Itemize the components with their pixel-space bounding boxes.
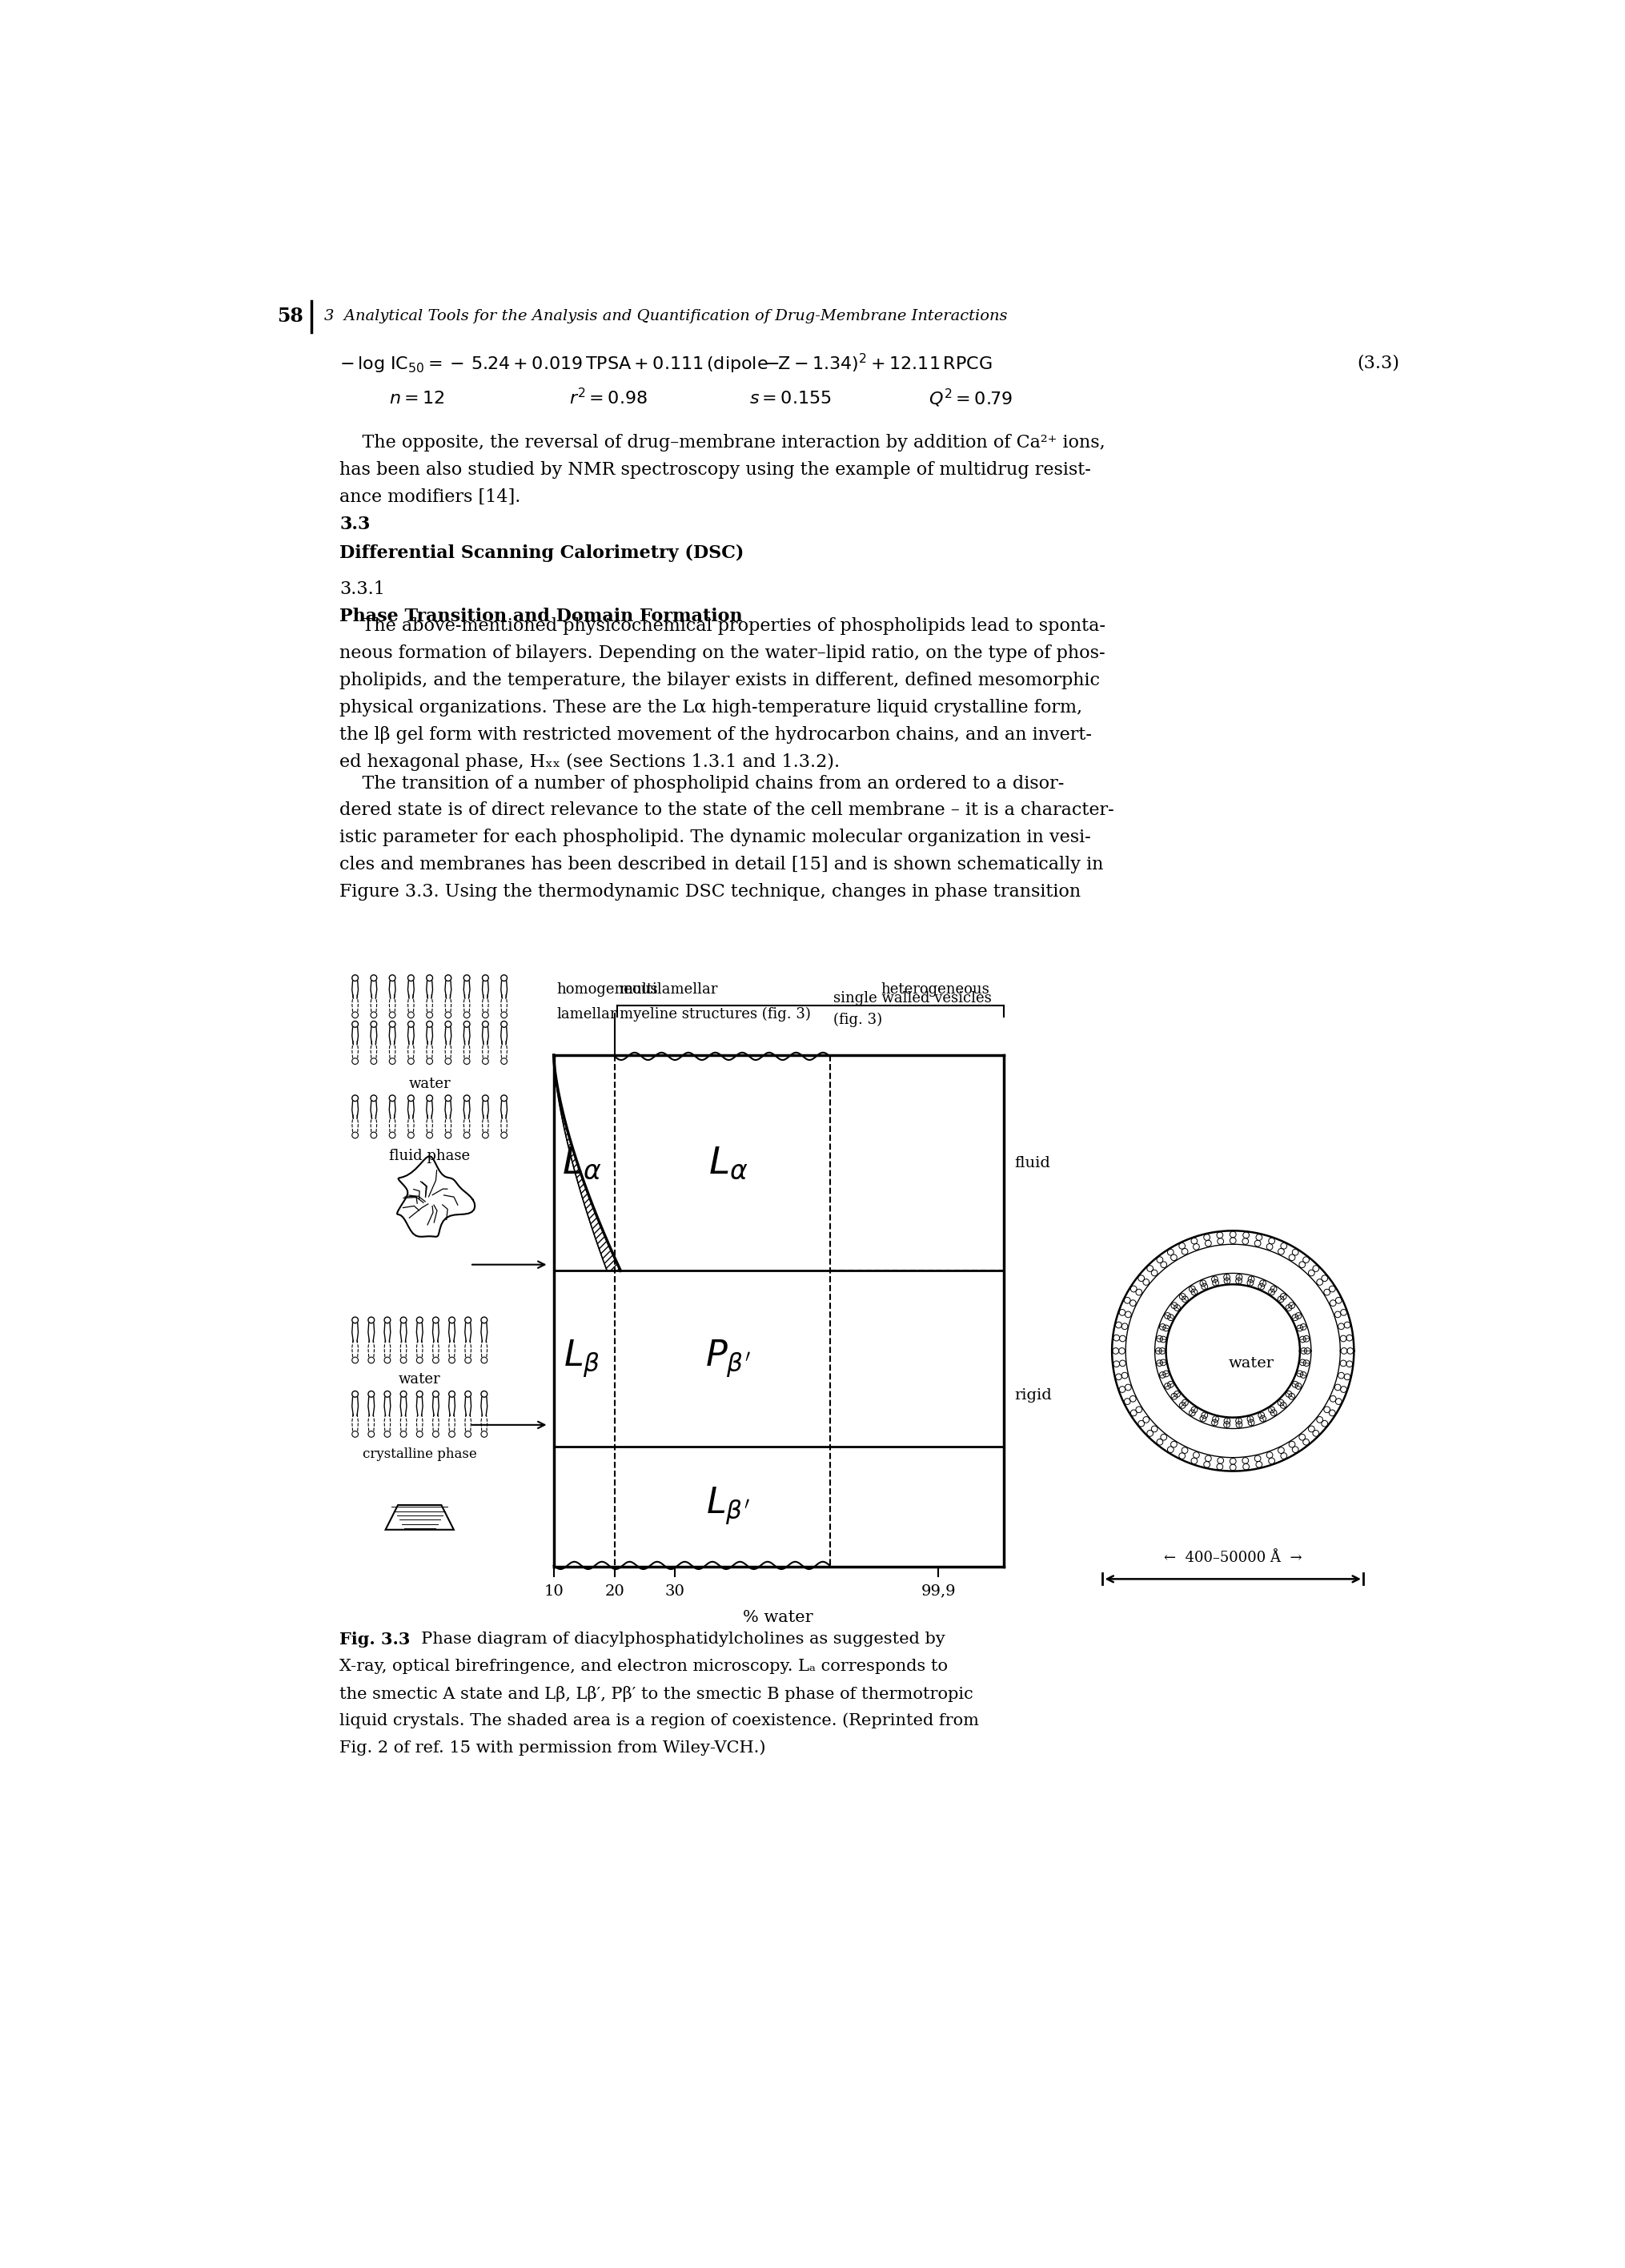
Text: $L_\alpha$: $L_\alpha$ [562, 1145, 601, 1182]
Text: neous formation of bilayers. Depending on the water–lipid ratio, on the type of : neous formation of bilayers. Depending o… [340, 644, 1105, 662]
Text: Differential Scanning Calorimetry (DSC): Differential Scanning Calorimetry (DSC) [340, 544, 744, 562]
Text: physical organizations. These are the Lα high-temperature liquid crystalline for: physical organizations. These are the Lα… [340, 699, 1082, 717]
Text: istic parameter for each phospholipid. The dynamic molecular organization in ves: istic parameter for each phospholipid. T… [340, 828, 1090, 846]
Text: $Q^2 = 0.79$: $Q^2 = 0.79$ [929, 388, 1012, 411]
Text: $L_\beta$: $L_\beta$ [564, 1338, 600, 1379]
Text: dered state is of direct relevance to the state of the cell membrane – it is a c: dered state is of direct relevance to th… [340, 801, 1115, 819]
Text: $-\,\log\,\mathrm{IC}_{50} = -\,5.24 + 0.019\,\mathrm{TPSA} + 0.111\,(\mathrm{di: $-\,\log\,\mathrm{IC}_{50} = -\,5.24 + 0… [340, 352, 993, 374]
Text: fluid: fluid [1014, 1157, 1050, 1170]
Text: rigid: rigid [1014, 1388, 1051, 1402]
Text: 58: 58 [276, 306, 304, 327]
Text: (fig. 3): (fig. 3) [834, 1014, 882, 1027]
Text: liquid crystals. The shaded area is a region of coexistence. (Reprinted from: liquid crystals. The shaded area is a re… [340, 1712, 980, 1728]
Text: ance modifiers [14].: ance modifiers [14]. [340, 488, 522, 506]
Text: $P_{\beta'}$: $P_{\beta'}$ [705, 1338, 751, 1379]
Text: $s = 0.155$: $s = 0.155$ [749, 390, 832, 408]
Text: heterogeneous: heterogeneous [881, 982, 990, 996]
Text: the smectic A state and Lβ, Lβ′, Pβ′ to the smectic B phase of thermotropic: the smectic A state and Lβ, Lβ′, Pβ′ to … [340, 1685, 973, 1701]
Text: 30: 30 [665, 1583, 684, 1599]
Text: % water: % water [743, 1610, 812, 1626]
Text: crystalline phase: crystalline phase [362, 1447, 476, 1461]
Text: $L_\alpha$: $L_\alpha$ [708, 1145, 748, 1182]
Text: 3.3: 3.3 [340, 515, 370, 533]
Text: water: water [398, 1372, 440, 1388]
Text: has been also studied by NMR spectroscopy using the example of multidrug resist-: has been also studied by NMR spectroscop… [340, 460, 1090, 479]
Text: ed hexagonal phase, Hₓₓ (see Sections 1.3.1 and 1.3.2).: ed hexagonal phase, Hₓₓ (see Sections 1.… [340, 753, 840, 771]
Text: ←  400–50000 Å  →: ← 400–50000 Å → [1164, 1551, 1302, 1565]
Text: lamellar: lamellar [557, 1007, 618, 1021]
Text: X-ray, optical birefringence, and electron microscopy. Lₐ corresponds to: X-ray, optical birefringence, and electr… [340, 1658, 947, 1674]
Text: $L_{\beta'}$: $L_{\beta'}$ [705, 1486, 749, 1526]
Text: 10: 10 [544, 1583, 564, 1599]
Text: pholipids, and the temperature, the bilayer exists in different, defined mesomor: pholipids, and the temperature, the bila… [340, 671, 1100, 689]
Text: fluid phase: fluid phase [388, 1148, 470, 1163]
Text: water: water [1228, 1356, 1274, 1370]
Text: cles and membranes has been described in detail [15] and is shown schematically : cles and membranes has been described in… [340, 855, 1103, 873]
Text: The opposite, the reversal of drug–membrane interaction by addition of Ca²⁺ ions: The opposite, the reversal of drug–membr… [340, 433, 1105, 451]
Text: Phase Transition and Domain Formation: Phase Transition and Domain Formation [340, 608, 743, 626]
Text: homogeneous: homogeneous [557, 982, 658, 996]
Text: myeline structures (fig. 3): myeline structures (fig. 3) [619, 1007, 811, 1021]
Text: 3.3.1: 3.3.1 [340, 581, 385, 599]
Text: Figure 3.3. Using the thermodynamic DSC technique, changes in phase transition: Figure 3.3. Using the thermodynamic DSC … [340, 882, 1081, 900]
Text: Fig. 2 of ref. 15 with permission from Wiley-VCH.): Fig. 2 of ref. 15 with permission from W… [340, 1740, 765, 1755]
Text: 99,9: 99,9 [921, 1583, 956, 1599]
Text: the lβ gel form with restricted movement of the hydrocarbon chains, and an inver: the lβ gel form with restricted movement… [340, 726, 1092, 744]
Text: $n = 12$: $n = 12$ [390, 390, 445, 408]
Text: Phase diagram of diacylphosphatidylcholines as suggested by: Phase diagram of diacylphosphatidylcholi… [411, 1631, 946, 1647]
Text: The transition of a number of phospholipid chains from an ordered to a disor-: The transition of a number of phospholip… [340, 776, 1064, 792]
Text: multilamellar: multilamellar [619, 982, 718, 996]
Text: $r^2 = 0.98$: $r^2 = 0.98$ [569, 388, 648, 408]
Text: (3.3): (3.3) [1357, 354, 1399, 372]
Text: Fig. 3.3: Fig. 3.3 [340, 1631, 411, 1647]
Text: 3  Analytical Tools for the Analysis and Quantification of Drug-Membrane Interac: 3 Analytical Tools for the Analysis and … [323, 308, 1007, 324]
Text: The above-mentioned physicochemical properties of phospholipids lead to sponta-: The above-mentioned physicochemical prop… [340, 617, 1105, 635]
Text: 20: 20 [604, 1583, 624, 1599]
Text: single walled vesicles: single walled vesicles [834, 991, 991, 1005]
Text: water: water [408, 1077, 450, 1091]
